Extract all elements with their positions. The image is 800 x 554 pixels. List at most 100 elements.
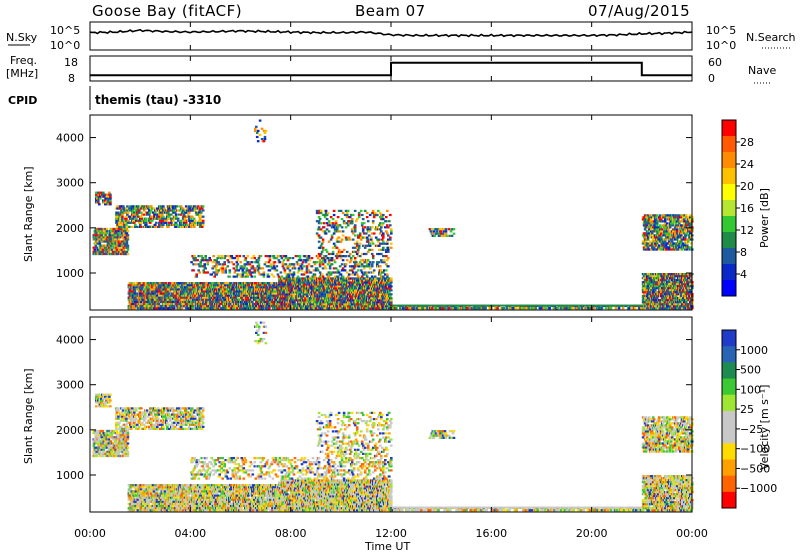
heatmap-cell [239,307,242,310]
heatmap-cell [175,223,179,226]
heatmap-cell [353,224,357,227]
heatmap-cell [134,286,138,289]
heatmap-cell [201,300,205,303]
heatmap-cell [153,207,156,210]
heatmap-cell [389,295,392,298]
heatmap-cell [227,261,231,264]
heatmap-cell [379,211,382,215]
heatmap-cell [136,209,139,212]
heatmap-cell [370,252,374,256]
heatmap-cell [305,271,309,274]
heatmap-cell [311,277,314,280]
heatmap-cell [362,265,366,268]
heatmap-cell [337,285,340,288]
heatmap-cell [297,291,300,294]
heatmap-cell [344,263,348,266]
heatmap-cell [239,275,243,278]
heatmap-cell [161,225,164,228]
heatmap-cell [277,259,281,262]
heatmap-cell [192,217,196,220]
heatmap-cell [328,295,331,298]
heatmap-cell [353,257,357,260]
heatmap-cell [162,209,165,212]
heatmap-cell [390,299,393,302]
heatmap-cell [345,216,349,219]
heatmap-cell [258,300,261,303]
heatmap-cell [201,215,205,218]
heatmap-cell [93,248,97,251]
heatmap-cell [195,294,199,297]
heatmap-cell [370,293,373,296]
heatmap-cell [325,301,328,304]
heatmap-cell [291,299,294,302]
heatmap-cell [340,279,343,282]
heatmap-cell [270,302,273,306]
heatmap-cell [257,257,261,260]
heatmap-cell [382,295,385,298]
heatmap-cell [116,213,119,216]
heatmap-cell [270,294,273,297]
heatmap-cell [360,271,364,274]
heatmap-cell [321,263,325,266]
heatmap-cell [354,283,357,286]
heatmap-cell [356,250,360,253]
heatmap-cell [145,219,148,222]
heatmap-cell [321,267,325,270]
heatmap-cell [340,255,344,258]
heatmap-cell [276,302,279,306]
heatmap-cell [312,293,315,296]
heatmap-cell [288,257,292,260]
heatmap-cell [278,283,281,286]
heatmap-cell [344,255,348,258]
heatmap-cell [340,301,343,304]
heatmap-cell [136,225,139,228]
heatmap-cell [315,261,319,264]
heatmap-cell [376,301,379,304]
heatmap-cell [193,223,197,226]
heatmap-cell [306,275,310,278]
heatmap-cell [365,261,369,264]
heatmap-cell [134,225,137,228]
heatmap-cell [337,271,341,274]
heatmap-cell [155,294,159,297]
heatmap-cell [345,250,349,253]
heatmap-cell [442,307,445,310]
heatmap-cell [338,252,342,256]
heatmap-cell [128,207,131,210]
heatmap-cell [344,289,347,292]
heatmap-cell [204,257,207,260]
heatmap-cell [166,305,170,308]
heatmap-cell [239,265,243,268]
heatmap-cell [168,209,171,212]
heatmap-cell [382,236,385,239]
heatmap-cell [325,218,329,221]
heatmap-cell [373,211,377,215]
heatmap-cell [318,261,322,264]
heatmap-cell [192,263,195,266]
heatmap-cell [328,287,331,290]
heatmap-cell [100,191,103,194]
heatmap-cell [355,291,358,294]
heatmap-cell [335,293,338,296]
heatmap-cell [200,290,204,293]
heatmap-cell [157,302,161,306]
heatmap-cell [320,257,324,260]
heatmap-cell [291,279,294,282]
heatmap-cell [375,305,378,308]
heatmap-cell [168,290,172,293]
heatmap-cell [367,263,371,266]
heatmap-cell [135,282,139,285]
heatmap-cell [366,259,370,262]
heatmap-cell [251,271,255,274]
heatmap-cell [128,302,132,306]
heatmap-cell [182,215,186,218]
heatmap-cell [231,288,234,291]
heatmap-cell [203,271,206,274]
heatmap-cell [256,284,259,287]
heatmap-cell [104,234,108,237]
heatmap-cell [305,257,309,260]
heatmap-cell [125,250,129,253]
heatmap-cell [322,222,326,225]
heatmap-cell [203,265,206,268]
heatmap-cell [347,273,351,276]
